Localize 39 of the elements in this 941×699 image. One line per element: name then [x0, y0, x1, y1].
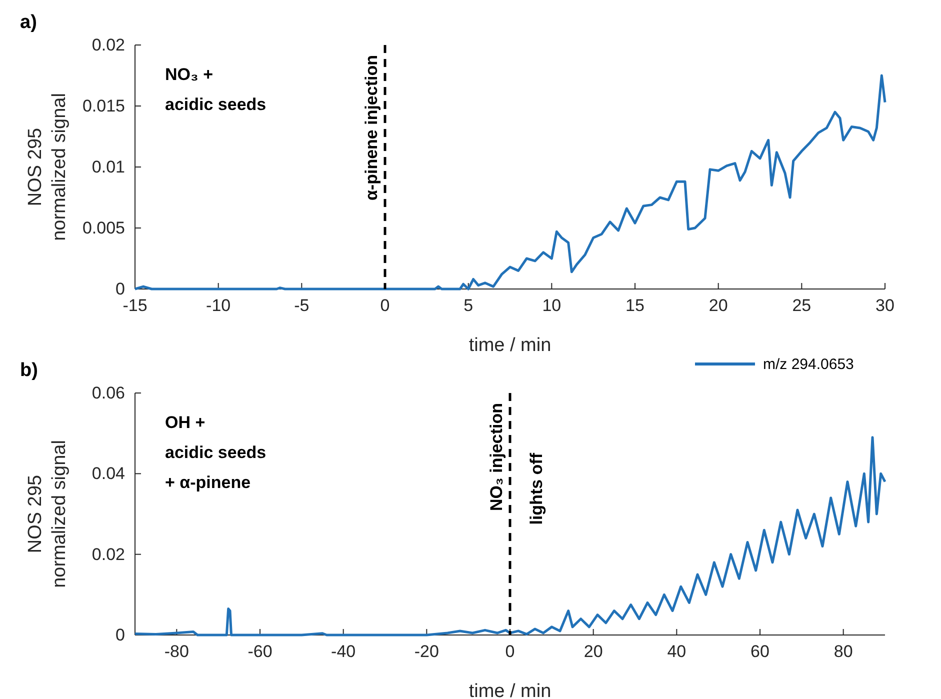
- y-tick-label: 0.01: [92, 157, 125, 176]
- y-tick-label: 0.02: [92, 544, 125, 564]
- x-axis-title: time / min: [468, 681, 552, 699]
- legend-label: m/z 294.0653: [763, 356, 854, 373]
- y-tick-label: 0.02: [92, 35, 125, 54]
- annotation: OH + acidic seeds + α-pinene: [165, 413, 266, 492]
- y-tick-label: 0.04: [92, 464, 125, 484]
- y-tick-label: 0: [116, 279, 125, 298]
- y-tick-label: 0.06: [92, 383, 125, 402]
- x-tick-label: 30: [876, 296, 894, 316]
- x-tick-label: 20: [708, 296, 728, 316]
- y-axis-title: NOS 295 normalized signal: [25, 440, 70, 588]
- x-tick-label: 60: [750, 642, 770, 662]
- x-tick-label: -60: [248, 642, 272, 662]
- x-tick-label: -40: [331, 642, 356, 662]
- x-tick-label: 10: [542, 296, 562, 316]
- x-tick-label: 0: [380, 296, 390, 316]
- x-tick-label: 15: [626, 296, 644, 316]
- chart-title: a): [20, 12, 37, 33]
- y-tick-label: 0: [116, 625, 125, 644]
- ref-line-label: α-pinene injection: [362, 55, 381, 201]
- chart-title: b): [20, 360, 38, 381]
- x-tick-label: -20: [414, 642, 439, 662]
- x-tick-label: 5: [464, 296, 474, 316]
- x-tick-label: -10: [206, 296, 231, 316]
- x-tick-label: 0: [505, 642, 515, 662]
- x-axis-title: time / min: [468, 335, 552, 356]
- y-axis-title: NOS 295 normalized signal: [25, 93, 70, 241]
- y-tick-label: 0.005: [82, 218, 125, 238]
- text: NO₃ injection lights off: [487, 403, 546, 525]
- x-tick-label: 25: [792, 296, 812, 316]
- y-tick-label: 0.015: [82, 96, 125, 116]
- x-tick-label: -5: [294, 296, 310, 316]
- x-tick-label: 80: [834, 642, 853, 662]
- x-tick-label: -80: [164, 642, 189, 662]
- x-tick-label: 20: [584, 642, 603, 662]
- annotation: NO₃ + acidic seeds: [165, 65, 266, 114]
- x-tick-label: -15: [122, 296, 148, 316]
- x-tick-label: 40: [667, 642, 686, 662]
